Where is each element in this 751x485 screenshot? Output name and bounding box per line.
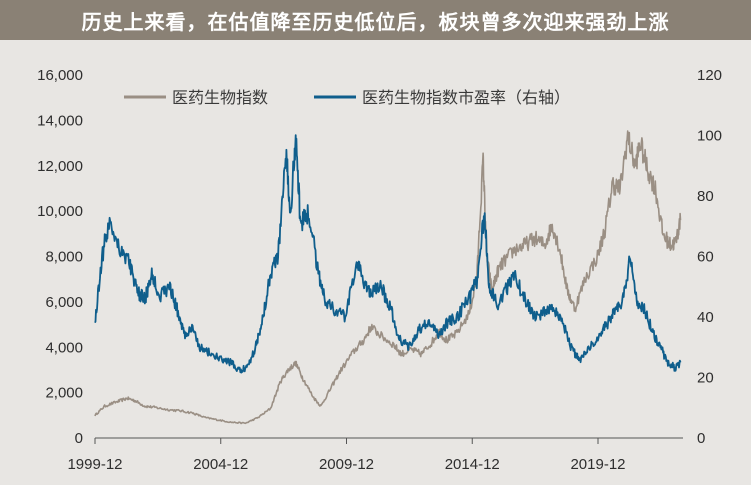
right-y-tick-label: 120: [697, 67, 722, 84]
left-y-tick-label: 16,000: [37, 67, 83, 84]
right-y-tick-label: 20: [697, 370, 714, 387]
chart-area: 0 2,000 4,000 6,000 8,000 10,000 12,000 14,000 1…: [0, 56, 751, 485]
left-y-tick-label: 8,000: [45, 249, 83, 266]
right-y-tick-label: 100: [697, 128, 722, 145]
x-tick-label: 2004-12: [193, 456, 248, 473]
line-chart: 0 2,000 4,000 6,000 8,000 10,000 12,000 14,000 1…: [37, 67, 722, 473]
left-y-tick-label: 2,000: [45, 385, 83, 402]
right-y-tick-label: 40: [697, 309, 714, 326]
right-y-tick-label: 60: [697, 249, 714, 266]
legend-label-medical-index: 医药生物指数: [172, 88, 268, 107]
x-tick-label: 2014-12: [445, 456, 500, 473]
series-line-pe-ratio: [94, 134, 682, 374]
series-line-medical-index: [94, 130, 682, 425]
left-y-tick-label: 4,000: [45, 339, 83, 356]
left-y-tick-label: 0: [75, 430, 83, 447]
x-tick-label: 2009-12: [319, 456, 374, 473]
left-y-tick-label: 12,000: [37, 158, 83, 175]
left-y-tick-label: 10,000: [37, 203, 83, 220]
x-tick-label: 2019-12: [570, 456, 625, 473]
legend-label-pe-ratio: 医药生物指数市盈率（右轴）: [362, 88, 570, 107]
left-y-tick-label: 6,000: [45, 294, 83, 311]
left-y-tick-label: 14,000: [37, 112, 83, 129]
right-y-tick-label: 80: [697, 188, 714, 205]
x-tick-label: 1999-12: [67, 456, 122, 473]
right-y-tick-label: 0: [697, 430, 705, 447]
chart-title-banner: 历史上来看，在估值降至历史低位后，板块曾多次迎来强劲上涨: [0, 0, 751, 40]
